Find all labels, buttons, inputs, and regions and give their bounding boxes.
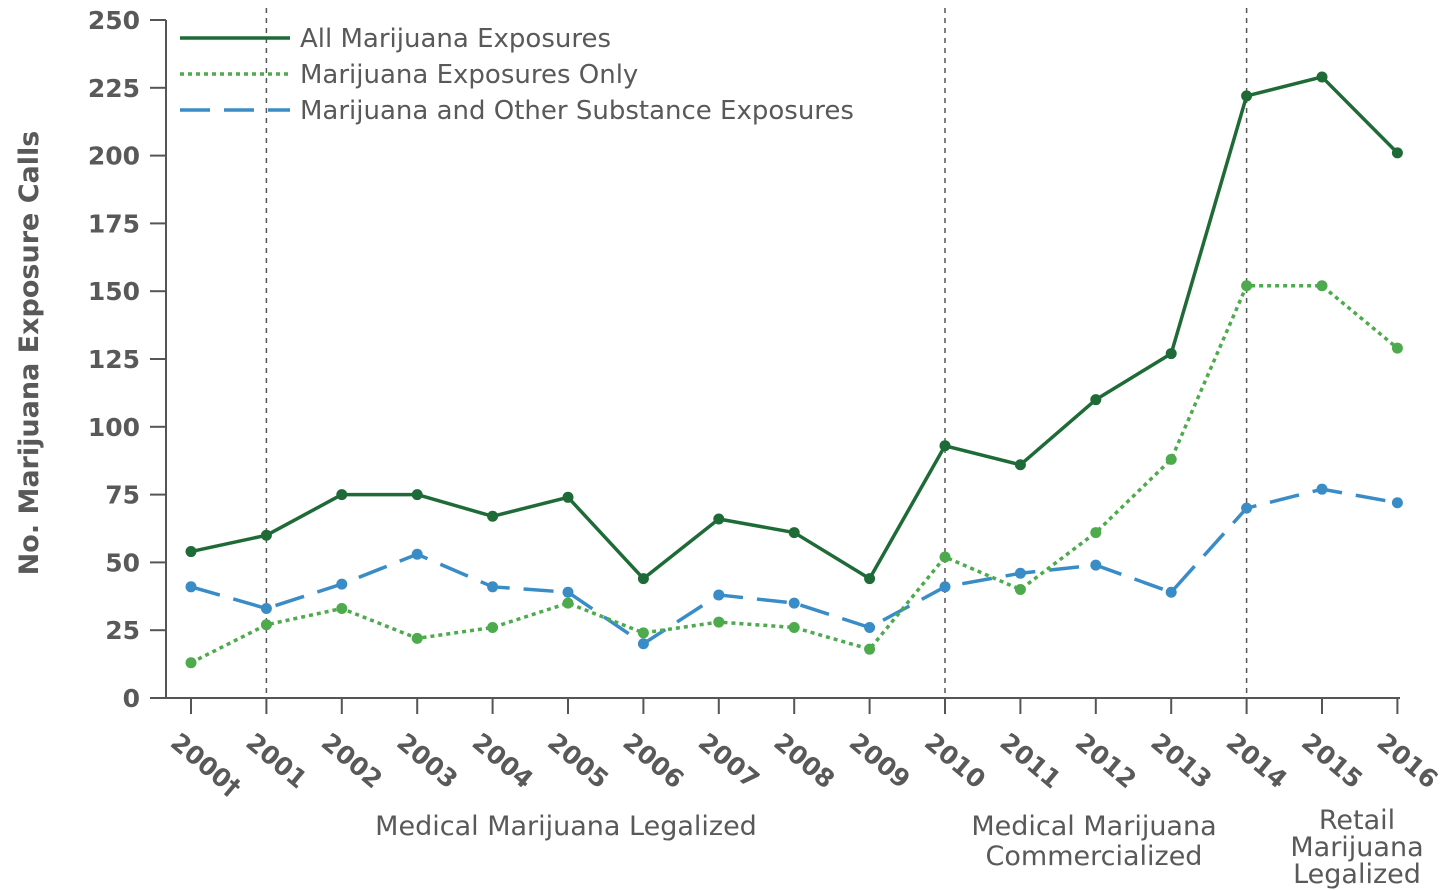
data-point — [1391, 497, 1403, 509]
x-tick-label: 2004 — [467, 727, 539, 794]
data-point — [336, 603, 348, 615]
legend: All Marijuana Exposures Marijuana Exposur… — [180, 24, 854, 126]
y-tick-label: 25 — [105, 616, 140, 645]
x-tick-label: 2005 — [542, 727, 614, 794]
x-ticks: 2000†2001 2002 2003 2004 2005 2006 2007 2008 200… — [165, 698, 1442, 802]
data-point — [1165, 586, 1177, 598]
y-tick-label: 0 — [123, 684, 140, 713]
data-point — [185, 546, 197, 558]
x-tick-label: 2010 — [919, 727, 991, 794]
data-point — [1165, 348, 1177, 360]
data-point — [260, 603, 272, 615]
data-point — [939, 440, 951, 452]
data-point — [1014, 459, 1026, 471]
y-tick-label: 100 — [88, 413, 140, 442]
data-point — [637, 573, 649, 585]
data-point — [1391, 342, 1403, 354]
series-line-0 — [190, 75, 1399, 581]
event-annotation-text: Medical Marijuana — [971, 811, 1216, 842]
data-point — [939, 551, 951, 563]
x-tick-label: 2013 — [1145, 727, 1217, 794]
data-point — [1316, 71, 1328, 83]
data-point — [1241, 502, 1253, 514]
event-annotation-text: Retail — [1319, 805, 1395, 836]
data-point — [1090, 527, 1102, 539]
y-axis-label: No. Marijuana Exposure Calls — [14, 131, 45, 576]
x-tick-label: 2008 — [768, 727, 840, 794]
x-tick-label: 2002 — [316, 727, 388, 794]
data-point — [562, 586, 574, 598]
data-point — [1090, 394, 1102, 406]
series-group — [185, 71, 1403, 669]
data-point — [260, 619, 272, 631]
data-point — [713, 589, 725, 601]
y-tick-label: 75 — [105, 481, 140, 510]
data-point — [1316, 280, 1328, 292]
data-point — [1014, 584, 1026, 596]
data-point — [1316, 483, 1328, 495]
x-tick-label: 2009 — [844, 727, 916, 794]
data-point — [788, 527, 800, 539]
legend-label: Marijuana Exposures Only — [300, 60, 638, 90]
data-point — [788, 621, 800, 633]
x-tick-label: 2006 — [618, 727, 690, 794]
x-tick-label: 2011 — [995, 727, 1067, 794]
x-tick-label: 2000† — [165, 727, 247, 802]
data-point — [336, 489, 348, 501]
data-point — [411, 548, 423, 560]
data-point — [864, 643, 876, 655]
event-annotations: Medical Marijuana Legalized Medical Marij… — [375, 805, 1423, 890]
data-point — [637, 627, 649, 639]
data-point — [487, 621, 499, 633]
y-tick-label: 250 — [88, 6, 140, 35]
y-tick-label: 150 — [88, 277, 140, 306]
legend-label: Marijuana and Other Substance Exposures — [300, 96, 854, 126]
legend-label: All Marijuana Exposures — [300, 24, 611, 54]
data-point — [864, 621, 876, 633]
x-tick-label: 2003 — [391, 727, 463, 794]
event-annotation-text: Marijuana — [1290, 832, 1423, 863]
data-point — [1391, 147, 1403, 159]
data-point — [411, 489, 423, 501]
data-point — [185, 657, 197, 669]
data-point — [713, 513, 725, 525]
data-point — [713, 616, 725, 628]
event-annotation-text: Medical Marijuana Legalized — [375, 811, 757, 842]
data-point — [260, 529, 272, 541]
data-point — [939, 581, 951, 593]
data-point — [411, 632, 423, 644]
y-tick-label: 50 — [105, 548, 140, 577]
event-annotation-text: Commercialized — [986, 841, 1203, 872]
y-tick-label: 200 — [88, 142, 140, 171]
event-annotation-text: Legalized — [1293, 859, 1421, 890]
data-point — [487, 510, 499, 522]
data-point — [562, 597, 574, 609]
y-ticks: 0 25 50 75 100 125 150 175 200 225 250 — [88, 6, 166, 713]
y-tick-label: 175 — [88, 209, 140, 238]
data-point — [788, 597, 800, 609]
data-point — [1090, 559, 1102, 571]
data-point — [487, 581, 499, 593]
data-point — [185, 581, 197, 593]
y-tick-label: 125 — [88, 345, 140, 374]
data-point — [637, 638, 649, 650]
x-tick-label: 2012 — [1070, 727, 1142, 794]
x-tick-label: 2016 — [1372, 727, 1442, 794]
x-tick-label: 2014 — [1221, 727, 1293, 794]
x-tick-label: 2015 — [1296, 727, 1368, 794]
data-point — [864, 573, 876, 585]
data-point — [336, 578, 348, 590]
data-point — [1014, 567, 1026, 579]
data-point — [562, 491, 574, 503]
y-tick-label: 225 — [88, 74, 140, 103]
data-point — [1165, 453, 1177, 465]
x-tick-label: 2001 — [241, 727, 313, 794]
data-point — [1241, 280, 1253, 292]
x-tick-label: 2007 — [693, 727, 765, 794]
data-point — [1241, 90, 1253, 102]
